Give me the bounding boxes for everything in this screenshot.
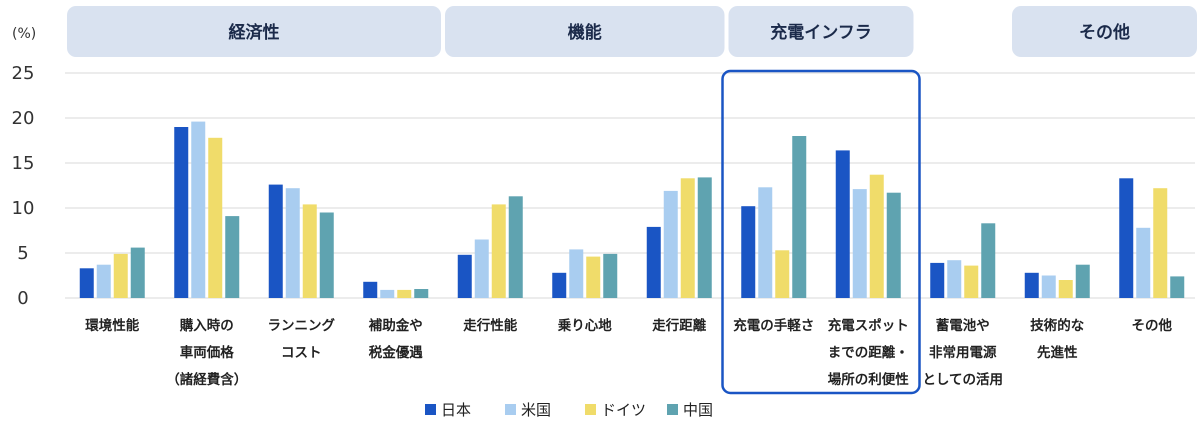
bar-8-1: [852, 189, 867, 298]
bar-4-3: [508, 196, 523, 298]
bar-7-0: [741, 206, 756, 298]
legend-label-3: 中国: [683, 401, 713, 419]
bar-8-3: [886, 192, 901, 298]
category-label-9-2: としての活用: [922, 371, 1003, 388]
bar-10-3: [1075, 264, 1090, 298]
bar-5-3: [603, 253, 618, 298]
bar-9-3: [981, 223, 996, 298]
bar-2-2: [302, 204, 317, 298]
bar-10-1: [1041, 275, 1056, 298]
bar-1-3: [225, 216, 240, 298]
category-label-1-1: 車両価格: [180, 344, 234, 361]
bar-11-0: [1119, 178, 1134, 298]
bar-11-1: [1136, 227, 1151, 298]
category-label-3-1: 税金優遇: [369, 344, 423, 361]
bar-7-3: [792, 136, 807, 298]
bar-3-2: [397, 289, 412, 298]
category-label-1-0: 購入時の: [179, 317, 234, 334]
y-tick-label-10: 10: [12, 198, 35, 219]
y-tick-label-5: 5: [17, 243, 28, 264]
bar-0-3: [130, 247, 145, 298]
bar-3-3: [414, 289, 429, 298]
bar-9-1: [947, 260, 962, 298]
y-tick-label-25: 25: [12, 63, 35, 84]
bar-3-0: [363, 281, 378, 298]
y-tick-label-15: 15: [12, 153, 35, 174]
group-header-1: [445, 6, 725, 57]
bar-6-0: [646, 226, 661, 298]
bar-0-1: [96, 264, 111, 298]
category-label-10-1: 先進性: [1037, 344, 1078, 361]
bar-9-0: [930, 262, 945, 298]
bar-1-0: [174, 127, 189, 298]
category-label-6-0: 走行距離: [652, 317, 706, 334]
bar-0-0: [79, 268, 94, 298]
bar-5-0: [552, 272, 567, 298]
bar-7-1: [758, 187, 773, 298]
y-tick-label-20: 20: [12, 108, 35, 129]
bar-4-1: [474, 239, 489, 298]
group-header-3: [1012, 6, 1197, 57]
category-label-11-0: その他: [1132, 317, 1173, 334]
highlight-box: [721, 69, 921, 395]
bar-4-0: [457, 254, 472, 298]
bar-8-2: [869, 174, 884, 298]
legend-label-2: ドイツ: [601, 401, 646, 419]
bar-0-2: [113, 253, 128, 298]
bar-11-2: [1153, 188, 1168, 298]
bar-2-3: [319, 212, 334, 298]
group-header-label-2: 充電インフラ: [770, 22, 872, 43]
category-label-2-1: コスト: [281, 345, 322, 361]
bar-3-1: [380, 289, 395, 298]
category-label-7-0: 充電の手軽さ: [733, 317, 814, 334]
bar-11-3: [1170, 276, 1185, 298]
category-label-4-0: 走行性能: [463, 317, 517, 334]
legend-swatch-1: [505, 404, 516, 415]
bar-6-1: [663, 190, 678, 298]
bar-2-1: [285, 188, 300, 298]
group-header-label-3: その他: [1079, 22, 1130, 43]
group-header-label-1: 機能: [568, 22, 602, 43]
bar-4-2: [491, 204, 506, 298]
legend-label-1: 米国: [521, 401, 551, 419]
category-label-5-0: 乗り心地: [557, 317, 612, 334]
category-label-8-2: 場所の利便性: [828, 371, 909, 388]
category-label-10-0: 技術的な: [1030, 317, 1084, 334]
bar-6-2: [680, 178, 695, 298]
bar-2-0: [268, 184, 283, 298]
bar-10-2: [1058, 280, 1073, 298]
legend-swatch-3: [667, 404, 678, 415]
bar-8-0: [835, 150, 850, 298]
group-header-label-0: 経済性: [229, 22, 280, 43]
group-header-2: [728, 6, 914, 57]
bar-6-3: [697, 177, 712, 298]
bar-1-1: [191, 121, 206, 298]
category-label-9-0: 蓄電池や: [936, 317, 990, 334]
group-header-0: [67, 6, 441, 57]
legend-label-0: 日本: [441, 401, 471, 419]
bar-5-1: [569, 249, 584, 298]
bar-10-0: [1024, 272, 1039, 298]
legend-swatch-0: [425, 404, 436, 415]
legend-swatch-2: [585, 404, 596, 415]
bar-5-2: [586, 256, 601, 298]
bar-7-2: [775, 250, 790, 298]
category-label-9-1: 非常用電源: [929, 344, 997, 361]
category-label-1-2: （諸経費含）: [166, 371, 247, 388]
bar-9-2: [964, 265, 979, 298]
y-unit-label: (%): [12, 26, 36, 42]
y-tick-label-0: 0: [17, 288, 28, 309]
category-label-3-0: 補助金や: [368, 317, 423, 334]
category-label-8-1: までの距離・: [828, 344, 909, 361]
category-label-8-0: 充電スポット: [828, 317, 909, 334]
bar-1-2: [208, 137, 223, 298]
category-label-2-0: ランニング: [268, 317, 336, 334]
category-label-0-0: 環境性能: [85, 317, 139, 334]
